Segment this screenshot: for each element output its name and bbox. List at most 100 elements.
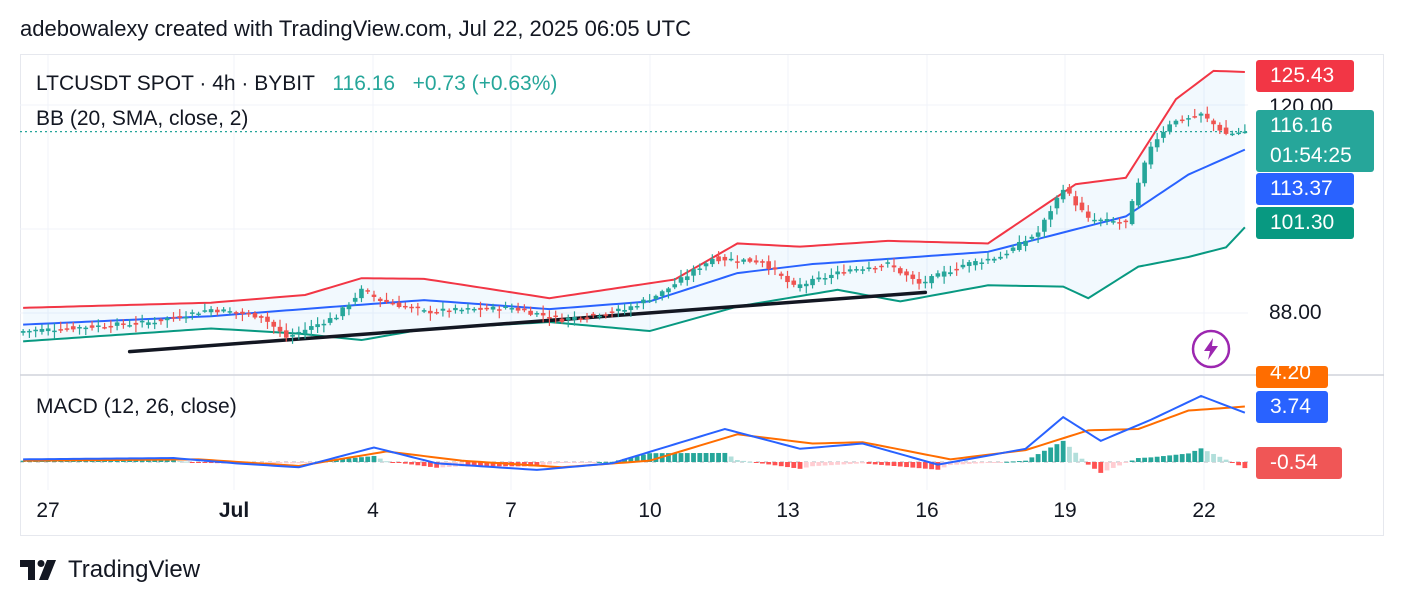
candle-body	[96, 325, 101, 327]
candle-body	[960, 264, 966, 268]
candle-body	[1079, 202, 1085, 211]
candle-body	[1060, 189, 1066, 200]
candle-body	[1198, 113, 1204, 116]
candle-body	[522, 308, 527, 311]
candle-body	[1161, 131, 1166, 138]
candle-body	[403, 305, 408, 308]
macd-line	[23, 394, 1246, 471]
candle-body	[897, 268, 903, 274]
chart-frame	[20, 54, 1384, 536]
macd-histogram-bar	[991, 462, 997, 463]
x-axis-label: 13	[776, 499, 799, 522]
candle-body	[227, 311, 233, 313]
bb-legend[interactable]: BB (20, SMA, close, 2)	[36, 107, 249, 130]
macd-histogram-bar	[139, 460, 145, 462]
candle-body	[647, 300, 652, 302]
candle-body	[183, 316, 189, 319]
macd-histogram-bar	[1229, 462, 1235, 463]
candle-body	[778, 273, 784, 276]
candle-body	[1073, 196, 1079, 206]
candle-body	[1236, 132, 1241, 135]
candle-body	[854, 269, 859, 271]
candle-body	[741, 259, 746, 262]
macd-histogram-bar	[290, 462, 295, 464]
macd-histogram-bar	[1067, 446, 1072, 462]
candle-body	[860, 269, 865, 271]
macd-histogram-bar	[722, 452, 728, 462]
candle-body	[803, 283, 809, 287]
signal-value: 4.20	[1270, 366, 1311, 384]
macd-histogram-bar	[390, 462, 396, 463]
candle-body	[1098, 219, 1104, 222]
chart-caption: adebowalexy created with TradingView.com…	[20, 16, 691, 41]
candle-body	[929, 276, 934, 284]
macd-histogram-bar	[728, 456, 734, 462]
macd-histogram-bar	[603, 461, 609, 463]
candle-body	[321, 323, 327, 326]
macd-histogram-bar	[935, 462, 941, 470]
current-price-label: 116.16 01:54:25	[1256, 110, 1374, 172]
candle-body	[315, 324, 320, 328]
candle-body	[710, 258, 715, 265]
macd-histogram-bar	[979, 462, 985, 464]
candle-body	[371, 294, 377, 297]
macd-histogram-bar	[1167, 455, 1173, 462]
macd-histogram-bar	[672, 453, 678, 462]
macd-histogram-bar	[716, 452, 721, 462]
candle-body	[484, 307, 490, 310]
macd-histogram-bar	[835, 462, 841, 465]
candle-body	[872, 267, 878, 270]
bolt-icon[interactable]	[1191, 329, 1231, 369]
candle-body	[703, 263, 709, 267]
macd-histogram-bar	[70, 460, 76, 462]
candle-body	[829, 274, 834, 279]
macd-histogram-bar	[1110, 462, 1116, 468]
candle-body	[810, 278, 815, 286]
macd-histogram-bar	[578, 462, 584, 463]
symbol-legend[interactable]: LTCUSDT SPOT · 4h · BYBIT 116.16 +0.73 (…	[36, 72, 557, 96]
candle-body	[252, 312, 258, 318]
macd-histogram-bar	[572, 462, 577, 463]
macd-histogram-bar	[753, 462, 759, 463]
candle-body	[735, 261, 740, 263]
candle-body	[496, 309, 502, 311]
candle-body	[1223, 127, 1229, 134]
macd-histogram-bar	[534, 462, 540, 467]
macd-histogram-bar	[1173, 454, 1179, 462]
macd-histogram-bar	[653, 453, 659, 462]
candle-body	[27, 330, 32, 333]
candle-body	[528, 310, 533, 315]
macd-histogram-bar	[283, 462, 289, 464]
macd-histogram-bar	[384, 461, 389, 463]
macd-histogram-bar	[960, 462, 966, 465]
candle-body	[139, 320, 145, 323]
candle-body	[215, 309, 220, 313]
macd-histogram-bar	[872, 462, 878, 465]
macd-histogram-bar	[340, 459, 346, 462]
macd-histogram-bar	[471, 462, 477, 467]
macd-value-label: 3.74	[1256, 391, 1328, 423]
candle-body	[233, 312, 239, 314]
macd-histogram-bar	[271, 462, 277, 464]
histogram-value-label: -0.54	[1256, 447, 1342, 479]
candle-body	[359, 288, 364, 299]
bb-upper-line	[23, 69, 1245, 309]
macd-histogram-bar	[1092, 462, 1097, 469]
candle-body	[641, 299, 646, 304]
macd-histogram-bar	[20, 460, 26, 462]
candle-body	[64, 328, 70, 330]
macd-histogram-bar	[1104, 462, 1110, 471]
candle-body	[634, 306, 640, 308]
macd-histogram-bar	[152, 460, 158, 462]
candle-body	[1167, 124, 1172, 132]
candle-body	[503, 306, 508, 309]
candle-body	[158, 319, 164, 322]
candle-body	[572, 317, 577, 320]
candle-body	[659, 291, 665, 296]
footer-brand: TradingView	[68, 556, 201, 583]
candle-body	[409, 306, 414, 309]
candle-body	[1123, 220, 1129, 223]
macd-legend[interactable]: MACD (12, 26, close)	[36, 395, 237, 418]
bb-lower-label: 101.30	[1256, 207, 1354, 239]
